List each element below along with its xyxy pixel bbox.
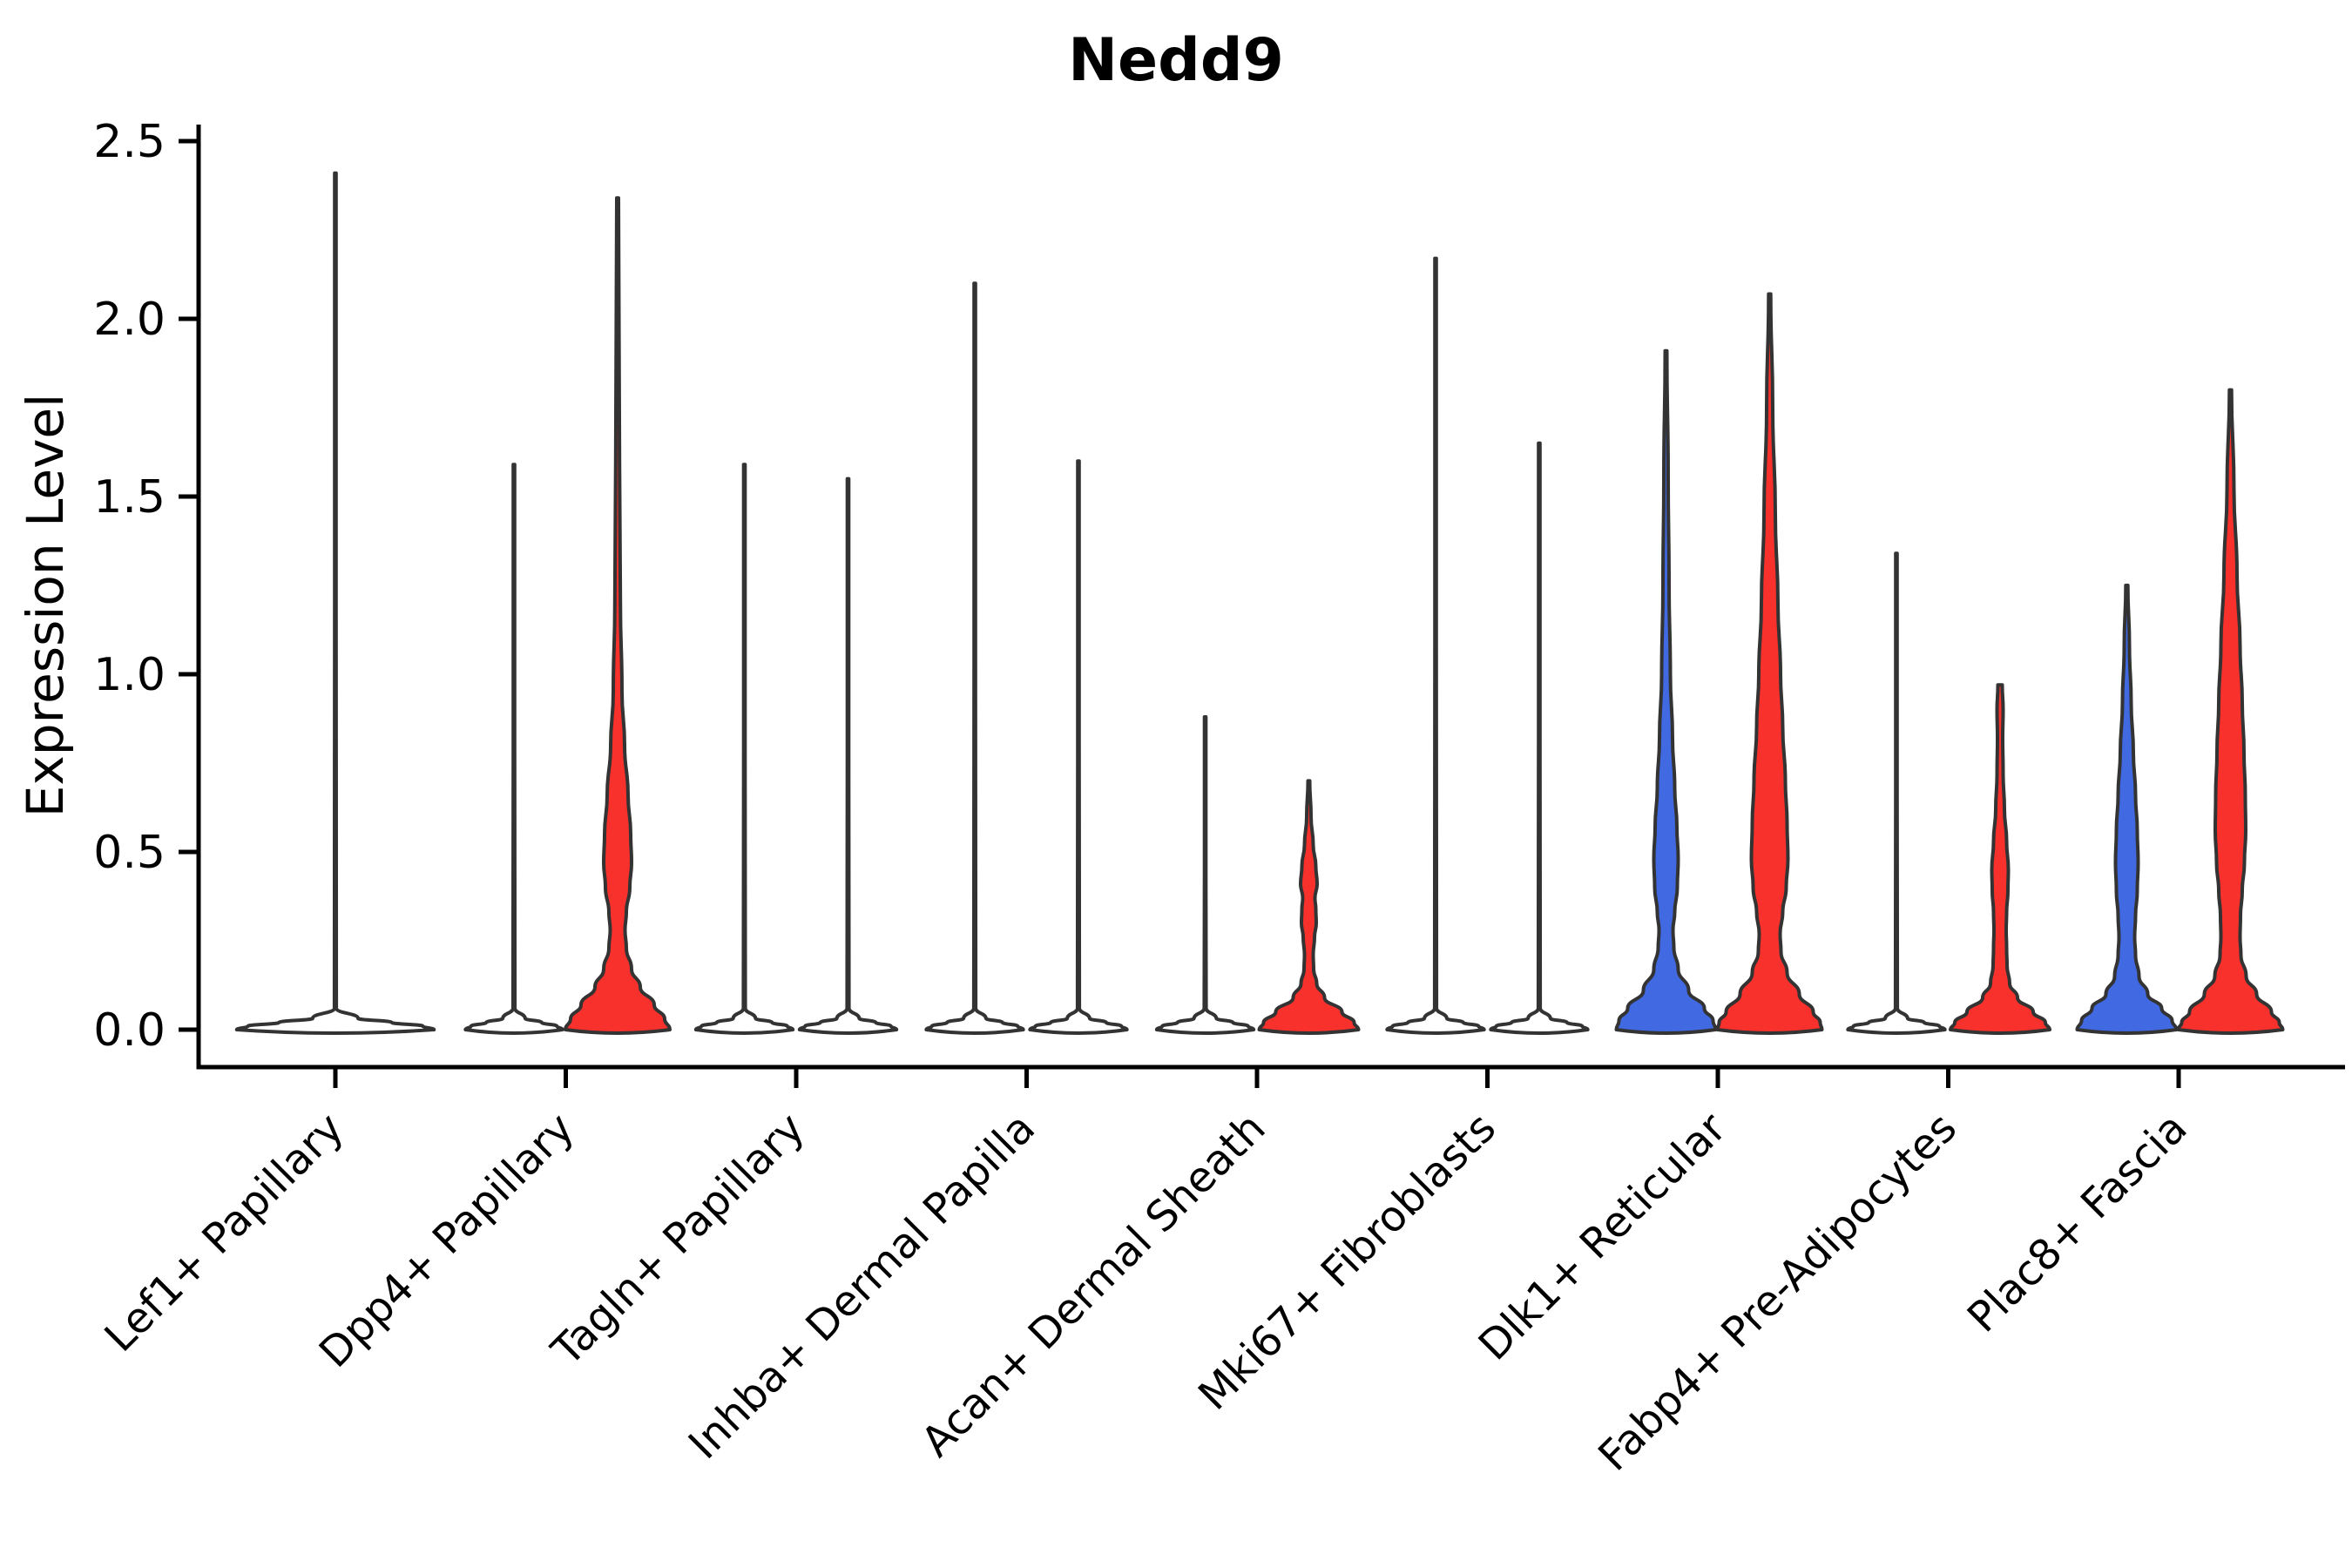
violin-dlk1-reticular-left [1614,348,1718,1035]
violin-fabp4-pre-adipocytes-right [1949,683,2051,1035]
violin-acan-dermal-sheath-left [1154,714,1256,1035]
x-tick-label: Dpp4+ Papillary [310,1104,584,1377]
violin-fabp4-pre-adipocytes-left [1846,551,1947,1035]
y-tick-label: 1.0 [93,649,166,701]
violin-mki67-fibroblasts-left [1385,256,1486,1035]
x-tick-label: Dlk1+ Reticular [1470,1104,1736,1370]
y-tick-labels: 0.0 0.5 1.0 1.5 2.0 2.5 [93,116,166,1057]
y-axis: 0.0 0.5 1.0 1.5 2.0 2.5 [93,116,201,1069]
y-tick-label: 1.5 [93,471,166,524]
y-tick-label: 2.5 [93,116,166,168]
violin-dpp4-papillary-right [564,196,672,1035]
x-ticks [333,1067,2181,1088]
violin-inhba-dermal-papilla-left [924,281,1025,1035]
y-tick-label: 0.0 [93,1004,166,1057]
x-tick-label: Plac8+ Fascia [1958,1104,2197,1342]
violin-tagln-papillary-right [797,476,899,1035]
violin-dpp4-papillary-left [463,463,564,1035]
violins [234,171,2285,1035]
y-ticks [179,139,199,1032]
violin-plac8-fascia-right [2176,388,2285,1035]
violin-mki67-fibroblasts-right [1489,441,1590,1035]
x-tick-label: Lef1+ Papillary [96,1104,354,1362]
y-axis-label: Expression Level [16,394,75,817]
violin-inhba-dermal-papilla-right [1028,459,1129,1035]
x-tick-label: Tagln+ Papillary [542,1104,814,1375]
violin-tagln-papillary-left [693,463,795,1035]
y-tick-label: 0.5 [93,827,166,879]
plot-title: Nedd9 [1068,26,1284,95]
violin-acan-dermal-sheath-right [1257,779,1361,1035]
violin-lef1-papillary-full [234,171,436,1035]
violin-dlk1-reticular-right [1715,292,1824,1035]
violin-plac8-fascia-left [2075,584,2179,1035]
y-tick-label: 2.0 [93,294,166,346]
